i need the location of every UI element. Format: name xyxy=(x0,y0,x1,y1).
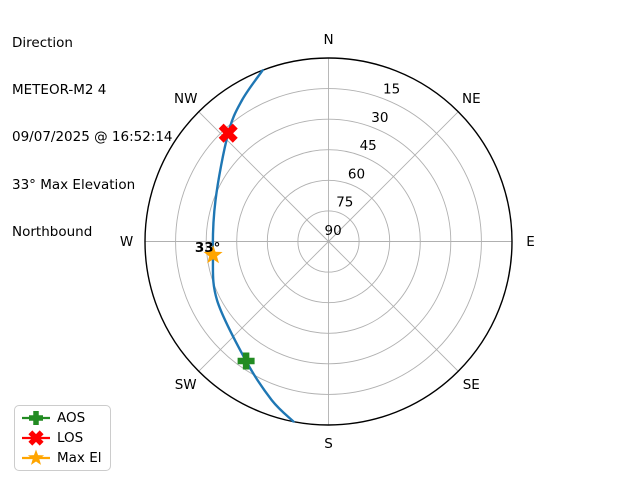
compass-label-E: E xyxy=(526,234,535,250)
azimuth-spoke-SE xyxy=(328,241,459,372)
legend-label-max-el: Max El xyxy=(57,450,102,466)
max-el-marker xyxy=(203,245,223,264)
compass-label-NE: NE xyxy=(462,91,481,107)
max-el-legend-marker-icon xyxy=(22,449,50,465)
los-marker xyxy=(218,123,238,143)
legend-item-max-el: Max El xyxy=(21,448,101,468)
legend-label-aos: AOS xyxy=(57,410,86,426)
ring-label-60: 60 xyxy=(348,166,365,182)
compass-label-SW: SW xyxy=(175,377,197,393)
ring-label-45: 45 xyxy=(360,138,377,154)
satellite-name: METEOR-M2 4 xyxy=(12,81,107,98)
compass-label-W: W xyxy=(120,234,133,250)
compass-label-NW: NW xyxy=(174,91,197,107)
ring-label-75: 75 xyxy=(336,195,353,211)
ring-label-15: 15 xyxy=(383,82,400,98)
ring-label-30: 30 xyxy=(371,110,388,126)
horizon-circle xyxy=(144,57,513,426)
aos-marker xyxy=(237,352,255,370)
los-legend-marker-icon xyxy=(22,430,50,446)
max-elevation-text: 33° Max Elevation xyxy=(12,176,136,193)
pass-info: Direction METEOR-M2 4 09/07/2025 @ 16:52… xyxy=(12,4,173,273)
legend: AOS LOS Max El xyxy=(14,405,112,471)
compass-label-N: N xyxy=(323,32,333,48)
compass-label-S: S xyxy=(324,436,333,452)
azimuth-spoke-NE xyxy=(328,111,459,242)
legend-item-aos: AOS xyxy=(21,408,101,428)
figure-title: Direction xyxy=(12,34,73,51)
legend-label-los: LOS xyxy=(57,430,84,446)
pass-timestamp: 09/07/2025 @ 16:52:14 xyxy=(12,129,173,146)
max-elevation-annotation: 33° xyxy=(195,240,221,256)
pass-direction: Northbound xyxy=(12,224,93,241)
compass-label-SE: SE xyxy=(463,377,480,393)
legend-item-los: LOS xyxy=(21,428,101,448)
ring-label-90: 90 xyxy=(325,223,342,239)
aos-legend-marker-icon xyxy=(22,411,50,425)
azimuth-spoke-SW xyxy=(198,241,329,372)
azimuth-spoke-NW xyxy=(198,111,329,242)
satellite-track xyxy=(211,69,295,423)
